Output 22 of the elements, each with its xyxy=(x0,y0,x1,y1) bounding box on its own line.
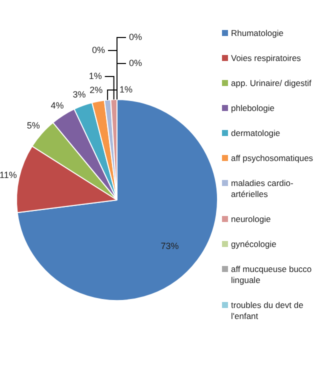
legend-label: Rhumatologie xyxy=(231,28,284,39)
legend-label: dermatologie xyxy=(231,128,280,139)
data-label: 5% xyxy=(26,120,40,131)
legend-label: troubles du devt de l'enfant xyxy=(231,300,304,322)
legend-label: app. Urinaire/ digestif xyxy=(231,78,312,89)
legend-label: Voies respiratoires xyxy=(231,53,301,64)
data-label: 3% xyxy=(72,90,86,100)
data-label: 11% xyxy=(0,170,17,180)
text: 0% xyxy=(128,58,142,68)
legend-label: neurologie xyxy=(231,214,271,225)
data-label: 1% xyxy=(88,71,102,82)
legend-label: aff psychosomatiques xyxy=(231,153,314,164)
data-label: 73% xyxy=(160,241,179,252)
legend-label: maladies cardio-artérielles xyxy=(231,178,294,200)
text: 0% xyxy=(92,44,106,55)
text: 0% xyxy=(128,32,142,42)
legend-label: phlebologie xyxy=(231,103,274,114)
data-label: 1% xyxy=(120,84,133,94)
data-label: 4% xyxy=(50,100,64,110)
legend-label: aff mucqueuse bucco linguale xyxy=(231,264,313,286)
legend-label: gynécologie xyxy=(231,239,276,250)
data-label: 2% xyxy=(90,84,103,95)
